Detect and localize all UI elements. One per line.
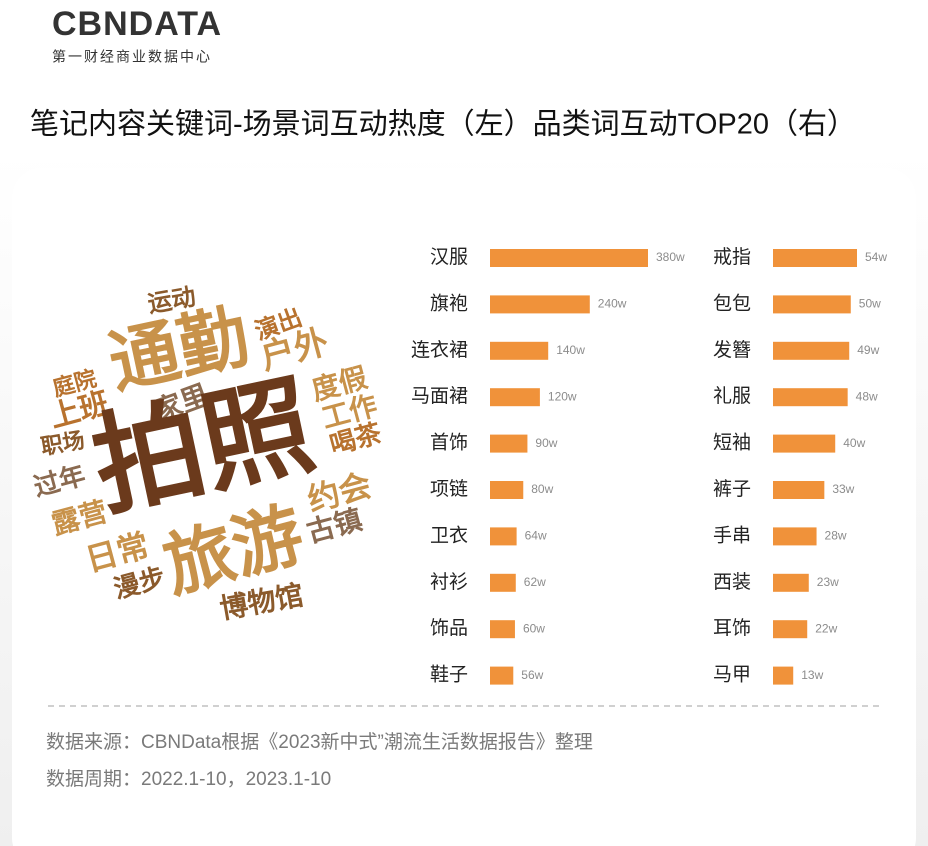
bar — [490, 527, 517, 546]
category-label: 礼服 — [713, 385, 751, 407]
bar — [773, 620, 808, 639]
bar — [773, 388, 848, 407]
category-label: 马面裙 — [411, 385, 468, 407]
category-label: 包包 — [713, 292, 751, 314]
value-label: 140w — [556, 343, 585, 357]
bar — [773, 666, 794, 685]
value-label: 380w — [656, 250, 685, 264]
category-label: 短袖 — [713, 432, 751, 454]
value-label: 23w — [817, 575, 839, 589]
bar — [490, 341, 549, 360]
category-label: 旗袍 — [430, 292, 468, 314]
bar — [490, 388, 540, 407]
logo-subtitle: 第一财经商业数据中心 — [52, 49, 212, 65]
bar — [490, 481, 524, 499]
logo: CBNDATA — [52, 5, 222, 43]
footer-period: 数据周期：2022.1-10，2023.1-10 — [46, 768, 331, 790]
category-label: 连衣裙 — [411, 339, 468, 361]
footer-source: 数据来源：CBNData根据《2023新中式”潮流生活数据报告》整理 — [46, 731, 593, 753]
bar — [490, 249, 648, 267]
value-label: 28w — [825, 529, 847, 543]
category-label: 卫衣 — [430, 524, 468, 546]
bar — [490, 666, 514, 685]
category-label: 衬衫 — [430, 571, 468, 593]
value-label: 120w — [548, 389, 577, 403]
category-label: 戒指 — [713, 246, 751, 268]
category-label: 汉服 — [430, 246, 468, 268]
bar — [773, 341, 850, 360]
value-label: 80w — [531, 482, 553, 496]
value-label: 62w — [524, 575, 546, 589]
category-label: 发簪 — [713, 339, 751, 361]
value-label: 240w — [598, 297, 627, 311]
category-label: 裤子 — [713, 478, 751, 500]
bar — [773, 295, 851, 314]
value-label: 22w — [815, 621, 837, 635]
value-label: 64w — [525, 529, 547, 543]
value-label: 40w — [843, 436, 865, 450]
category-label: 手串 — [713, 524, 751, 546]
category-label: 马甲 — [713, 665, 751, 686]
bar — [490, 573, 516, 592]
card — [12, 168, 916, 846]
bar — [773, 527, 817, 546]
category-label: 耳饰 — [713, 617, 751, 639]
value-label: 33w — [832, 482, 854, 496]
category-label: 西装 — [713, 571, 751, 593]
category-label: 饰品 — [430, 617, 468, 639]
bar — [490, 434, 528, 453]
bar-charts: 汉服 380w 旗袍 240w 连衣裙 140w 马面裙 120w 首饰 90w 项链 80w 卫衣 64… — [411, 246, 887, 686]
value-label: 60w — [523, 621, 545, 635]
value-label: 90w — [535, 436, 557, 450]
value-label: 49w — [857, 343, 879, 357]
value-label: 13w — [801, 668, 823, 682]
category-label: 项链 — [430, 478, 468, 500]
bar — [773, 481, 825, 499]
category-label: 首饰 — [430, 432, 468, 454]
value-label: 56w — [521, 668, 543, 682]
value-label: 54w — [865, 250, 887, 264]
category-label: 鞋子 — [430, 664, 468, 686]
bar — [773, 573, 809, 592]
value-label: 50w — [859, 297, 881, 311]
bar — [773, 434, 836, 453]
title: 笔记内容关键词-场景词互动热度（左）品类词互动TOP20（右） — [30, 108, 856, 141]
bar — [773, 249, 857, 267]
value-label: 48w — [856, 389, 878, 403]
bar — [490, 295, 590, 314]
bar — [490, 620, 515, 639]
